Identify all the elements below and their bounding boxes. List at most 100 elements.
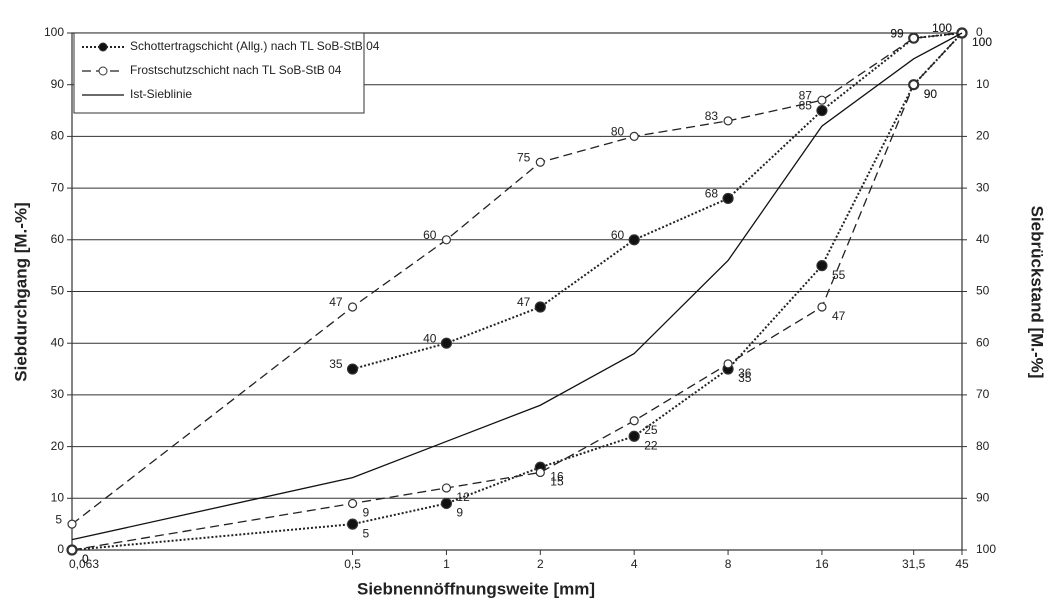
y-tick-label: 90 — [51, 77, 65, 91]
y-tick-label: 0 — [57, 542, 64, 556]
x-tick-label: 8 — [725, 557, 732, 571]
y2-tick-label: 70 — [976, 387, 990, 401]
y2-tick-label: 30 — [976, 180, 990, 194]
data-point — [441, 235, 452, 245]
data-label: 0 — [82, 552, 89, 566]
data-label: 100 — [972, 35, 992, 49]
data-label: 100 — [932, 21, 952, 35]
data-label: 80 — [611, 125, 625, 139]
y-tick-label: 30 — [51, 387, 65, 401]
data-point — [909, 33, 919, 43]
data-label: 100 — [932, 21, 952, 35]
data-label: 40 — [423, 331, 437, 345]
data-label: 47 — [832, 309, 846, 323]
x-tick-label: 31,5 — [902, 557, 926, 571]
data-label: 9 — [363, 506, 370, 520]
data-label: 36 — [738, 366, 752, 380]
data-label: 5 — [55, 512, 62, 526]
x-tick-label: 2 — [537, 557, 544, 571]
series-line — [352, 32, 963, 371]
y-tick-label: 20 — [51, 439, 65, 453]
data-label: 16 — [550, 469, 564, 483]
data-label: 0 — [82, 552, 89, 566]
x-tick-label: 4 — [631, 557, 638, 571]
y-tick-label: 60 — [51, 232, 65, 246]
legend-marker — [98, 42, 108, 52]
data-label: 75 — [517, 150, 531, 164]
data-point — [723, 359, 733, 369]
data-point — [346, 518, 359, 530]
data-label: 85 — [799, 99, 813, 113]
data-point — [629, 416, 639, 426]
data-point — [347, 498, 358, 509]
y2-axis-title: Siebrückstand [M.-%] — [1028, 206, 1047, 379]
data-label: 60 — [423, 228, 437, 242]
y-tick-label: 10 — [51, 490, 65, 504]
data-point — [722, 192, 734, 205]
data-label: 100 — [972, 35, 992, 49]
y2-tick-label: 50 — [976, 284, 990, 298]
data-point — [440, 337, 453, 349]
y2-tick-label: 20 — [976, 129, 990, 143]
plot-frame — [71, 32, 963, 551]
y-tick-label: 70 — [51, 180, 65, 194]
series-line — [71, 32, 963, 541]
y-tick-label: 80 — [51, 129, 65, 143]
data-point — [346, 363, 359, 375]
data-label: 87 — [799, 88, 813, 102]
data-label: 9 — [456, 506, 463, 520]
data-point — [67, 519, 77, 529]
data-label: 55 — [832, 268, 846, 282]
data-label: 68 — [705, 187, 719, 201]
data-label: 99 — [890, 26, 904, 40]
data-label: 99 — [890, 26, 904, 40]
x-tick-label: 1 — [443, 557, 450, 571]
y2-tick-label: 10 — [976, 77, 990, 91]
data-point — [440, 497, 453, 510]
data-point — [535, 157, 545, 167]
y-tick-label: 50 — [51, 284, 65, 298]
data-label: 25 — [644, 423, 658, 437]
x-tick-label: 0,5 — [344, 557, 361, 571]
x-tick-label: 45 — [955, 557, 969, 571]
y2-tick-label: 80 — [976, 439, 990, 453]
data-point — [909, 80, 919, 90]
data-point — [628, 430, 640, 442]
data-label: 22 — [644, 438, 658, 452]
y2-tick-label: 40 — [976, 232, 990, 246]
x-axis-title: Siebnennöffnungsweite [mm] — [357, 579, 595, 598]
data-label: 90 — [924, 87, 938, 101]
data-label: 47 — [517, 295, 531, 309]
x-tick-label: 16 — [815, 557, 829, 571]
data-point — [723, 116, 733, 126]
y2-tick-label: 60 — [976, 335, 990, 349]
data-point — [535, 467, 545, 478]
data-point — [67, 545, 77, 555]
data-point — [347, 302, 358, 312]
data-label: 47 — [329, 295, 343, 309]
y2-tick-label: 90 — [976, 490, 990, 504]
legend-label: Ist-Sieblinie — [130, 87, 192, 101]
data-label: 12 — [456, 490, 470, 504]
data-point — [817, 302, 827, 312]
data-label: 15 — [550, 475, 564, 489]
y-tick-label: 40 — [51, 335, 65, 349]
y2-tick-label: 0 — [976, 25, 983, 39]
data-label: 60 — [611, 228, 625, 242]
data-point — [628, 234, 640, 246]
legend-label: Frostschutzschicht nach TL SoB-StB 04 — [130, 63, 342, 77]
data-label: 83 — [705, 109, 719, 123]
data-label: 5 — [363, 526, 370, 540]
data-point — [817, 95, 827, 105]
y-axis-title: Siebdurchgang [M.-%] — [11, 202, 30, 381]
y-tick-label: 100 — [44, 25, 64, 39]
y2-tick-label: 100 — [976, 542, 996, 556]
data-point — [534, 301, 546, 313]
legend-marker — [98, 66, 108, 76]
data-point — [629, 131, 639, 141]
data-label: 90 — [924, 87, 938, 101]
data-label: 35 — [738, 371, 752, 385]
data-label: 35 — [329, 357, 343, 371]
legend-label: Schottertragschicht (Allg.) nach TL SoB-… — [130, 39, 380, 53]
